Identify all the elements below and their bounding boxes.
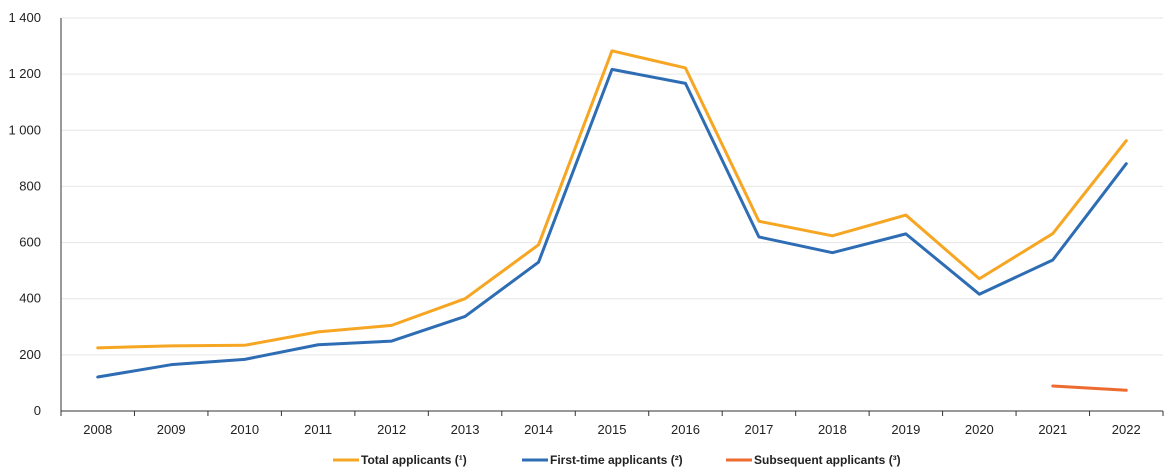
x-tick-label: 2013 bbox=[451, 422, 480, 437]
x-tick-label: 2012 bbox=[377, 422, 406, 437]
legend-label: Total applicants (¹) bbox=[361, 453, 467, 467]
x-tick-label: 2010 bbox=[230, 422, 259, 437]
x-tick-label: 2021 bbox=[1038, 422, 1067, 437]
x-tick-label: 2017 bbox=[744, 422, 773, 437]
x-tick-label: 2011 bbox=[304, 422, 332, 437]
x-tick-label: 2019 bbox=[891, 422, 920, 437]
y-tick-label: 600 bbox=[19, 235, 41, 250]
y-tick-label: 400 bbox=[19, 291, 41, 306]
series-line-2 bbox=[96, 67, 1128, 379]
series-line-3 bbox=[1051, 384, 1128, 392]
y-tick-label: 0 bbox=[34, 403, 41, 418]
x-tick-label: 2018 bbox=[818, 422, 847, 437]
y-tick-label: 1 400 bbox=[8, 10, 41, 25]
y-tick-label: 200 bbox=[19, 347, 41, 362]
y-tick-label: 800 bbox=[19, 178, 41, 193]
grid-lines bbox=[61, 17, 1163, 356]
x-tick-label: 2016 bbox=[671, 422, 700, 437]
y-tick-label: 1 200 bbox=[8, 66, 41, 81]
axes bbox=[60, 18, 1164, 416]
x-tick-label: 2009 bbox=[157, 422, 186, 437]
x-tick-label: 2022 bbox=[1112, 422, 1141, 437]
y-axis-ticks: 0 200 400 600 800 1 000 1 200 1 400 bbox=[8, 10, 41, 418]
legend-label: First-time applicants (²) bbox=[550, 453, 683, 467]
series-line-1 bbox=[96, 49, 1128, 350]
x-tick-label: 2008 bbox=[83, 422, 112, 437]
x-tick-label: 2020 bbox=[965, 422, 994, 437]
x-axis-ticks: 2008 2009 2010 2011 2012 2013 2014 2015 2016 2017… bbox=[83, 422, 1140, 437]
series-lines bbox=[96, 49, 1128, 392]
x-tick-label: 2015 bbox=[598, 422, 627, 437]
y-tick-label: 1 000 bbox=[8, 122, 41, 137]
x-tick-label: 2014 bbox=[524, 422, 553, 437]
legend: Total applicants (¹) First-time applicant… bbox=[333, 453, 901, 467]
legend-label: Subsequent applicants (³) bbox=[754, 453, 901, 467]
